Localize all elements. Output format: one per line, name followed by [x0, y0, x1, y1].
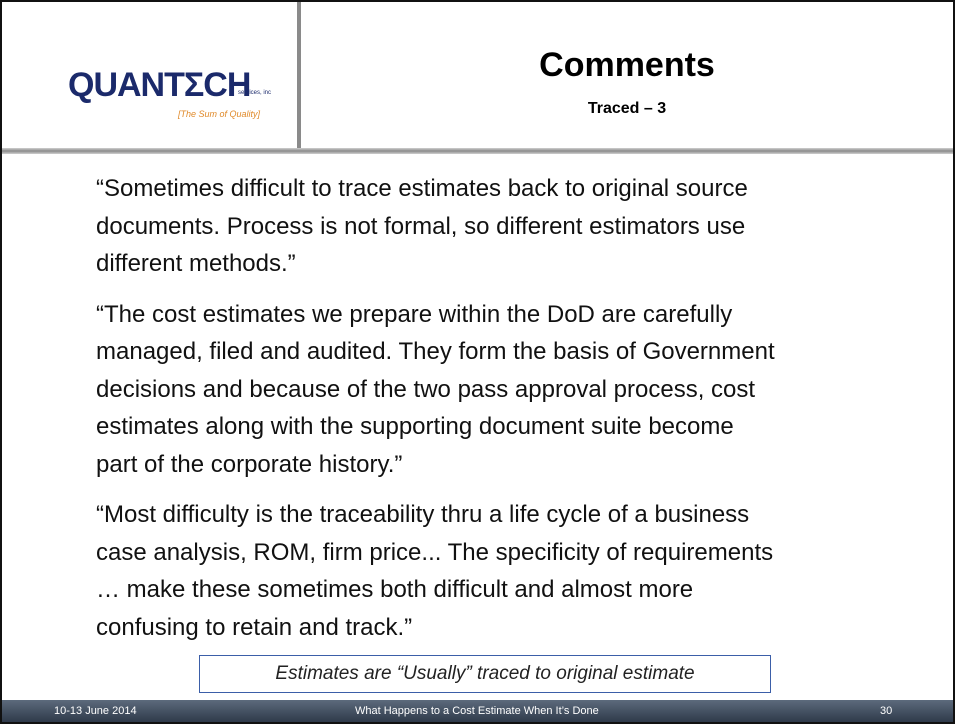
paragraph: “Sometimes difficult to trace estimates … [96, 170, 775, 283]
subtitle: Traced – 3 [587, 100, 667, 117]
page-number: 30 [880, 705, 893, 717]
text-line: estimates along with the supporting docu… [96, 413, 734, 440]
text-line: “Sometimes difficult to trace estimates … [96, 175, 748, 202]
paragraph: “The cost estimates we prepare within th… [96, 296, 775, 484]
logo-name: QUANTΣCH [68, 66, 251, 104]
divider [2, 148, 953, 154]
logo: QUANTΣCH services, inc [The Sum of Quali… [28, 54, 288, 134]
text-line: managed, filed and audited. They form th… [96, 338, 775, 365]
paragraph: “Most difficulty is the traceability thr… [96, 496, 775, 646]
text-line: part of the corporate history.” [96, 450, 403, 478]
divider [297, 2, 301, 150]
footer-date: 10-13 June 2014 [54, 705, 137, 717]
callout: Estimates are “Usually” traced to origin… [199, 655, 771, 693]
body: “Sometimes difficult to trace estimates … [96, 170, 775, 659]
text-line: … make these sometimes both difficult an… [96, 576, 694, 603]
text-line: different methods.” [96, 250, 296, 277]
text-line: confusing to retain and track.” [96, 613, 413, 641]
logo-suffix: services, inc [238, 90, 272, 96]
text-line: documents. Process is not formal, so dif… [96, 212, 746, 240]
text-line: “The cost estimates we prepare within th… [96, 300, 733, 328]
logo-tagline: [The Sum of Quality] [178, 109, 261, 119]
footer: 10-13 June 2014 What Happens to a Cost E… [2, 700, 953, 722]
title: Comments [539, 46, 715, 84]
text-line: case analysis, ROM, firm price... The sp… [96, 538, 774, 566]
footer-title: What Happens to a Cost Estimate When It’… [355, 705, 599, 717]
text-line: decisions and because of the two pass ap… [96, 375, 756, 403]
text-line: “Most difficulty is the traceability thr… [96, 501, 750, 528]
